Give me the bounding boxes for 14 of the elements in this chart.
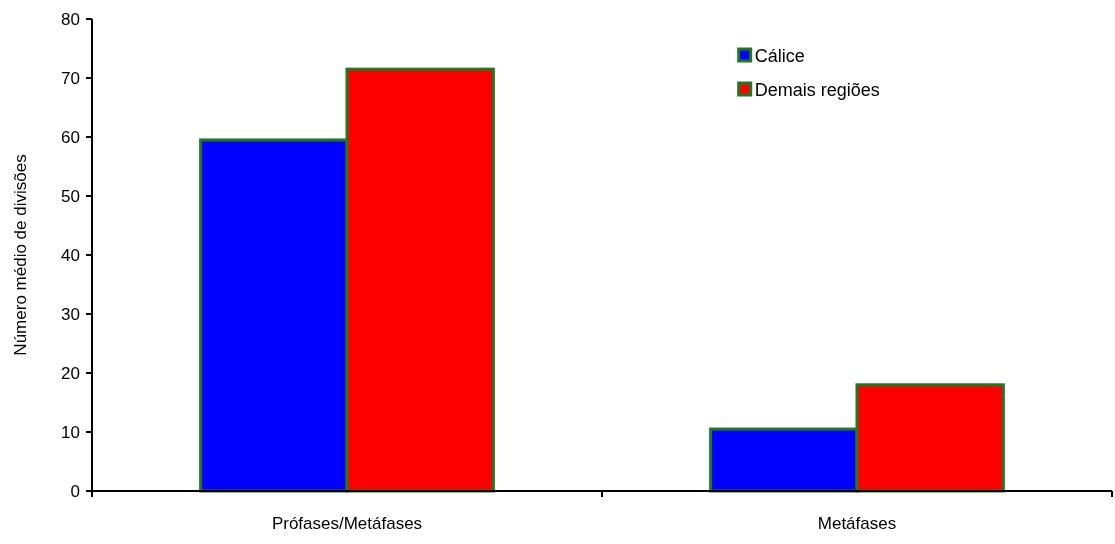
- y-tick-label: 30: [61, 304, 80, 324]
- y-tick-label: 10: [61, 422, 80, 442]
- y-tick-label: 80: [61, 9, 80, 29]
- legend-label: Cálice: [754, 46, 805, 67]
- y-tick-label: 60: [61, 127, 80, 147]
- y-axis-title: Número médio de divisões: [11, 154, 30, 356]
- y-tick-label: 0: [70, 481, 80, 501]
- y-tick-label: 70: [61, 68, 80, 88]
- y-tick-label: 50: [61, 186, 80, 206]
- y-tick-label: 20: [61, 363, 80, 383]
- y-tick-label: 40: [61, 245, 80, 265]
- x-tick-label: Metáfases: [817, 514, 897, 533]
- x-tick-label: Prófases/Metáfases: [271, 514, 423, 533]
- legend-label: Demais regiões: [754, 80, 880, 101]
